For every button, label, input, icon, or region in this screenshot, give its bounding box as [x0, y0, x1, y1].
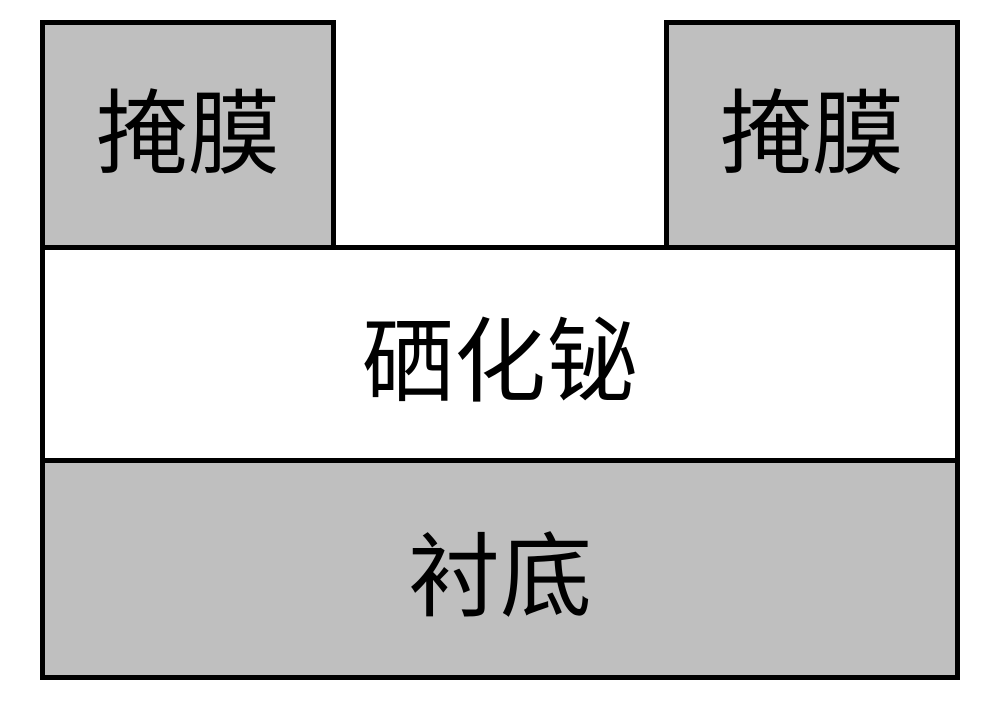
mask-left-label: 掩膜: [96, 89, 280, 181]
middle-layer-label: 硒化铋: [362, 288, 638, 421]
mask-right-layer: 掩膜: [664, 20, 960, 250]
substrate-layer: 衬底: [40, 458, 960, 680]
bismuth-selenide-layer: 硒化铋: [40, 245, 960, 463]
layer-stack-diagram: 掩膜 掩膜 硒化铋 衬底: [40, 20, 960, 680]
mask-left-layer: 掩膜: [40, 20, 336, 250]
bottom-layer-label: 衬底: [408, 503, 592, 636]
mask-right-label: 掩膜: [720, 89, 904, 181]
